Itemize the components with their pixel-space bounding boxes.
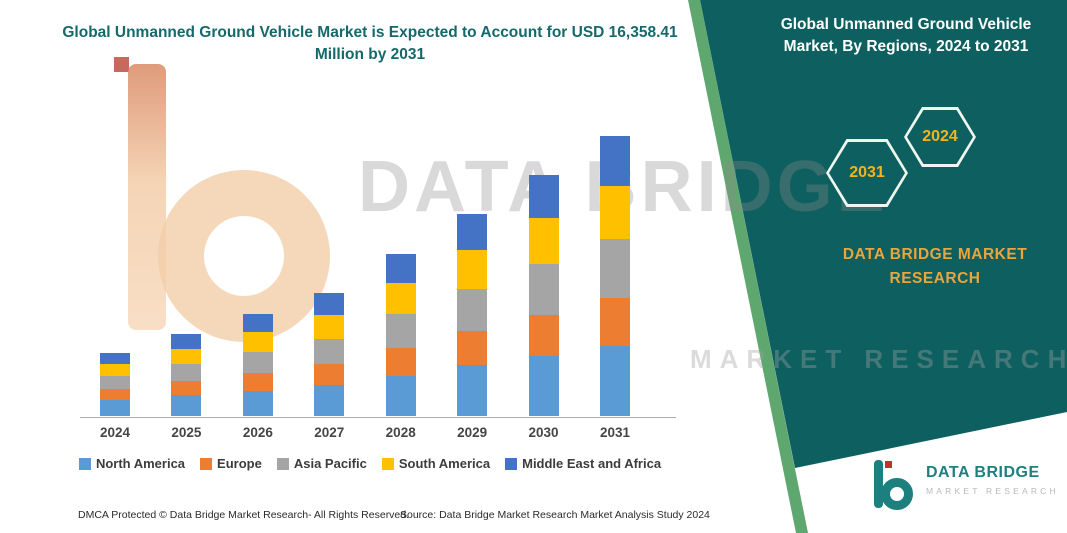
dbmr-logo: DATA BRIDGE MARKET RESEARCH xyxy=(872,458,1059,512)
hexagon-year-label: 2024 xyxy=(907,110,973,164)
brand-name: DATA BRIDGE MARKET RESEARCH xyxy=(842,246,1028,288)
legend-swatch xyxy=(78,457,91,470)
segment-europe xyxy=(385,347,416,376)
legend-swatch xyxy=(505,457,518,470)
segment-europe xyxy=(528,314,559,356)
segment-south-america xyxy=(314,315,345,339)
legend-item: Middle East and Africa xyxy=(505,456,661,471)
x-tick-2030: 2030 xyxy=(528,425,559,440)
legend-label: Asia Pacific xyxy=(293,456,367,471)
x-tick-2027: 2027 xyxy=(314,425,345,440)
hexagon-year-label: 2031 xyxy=(829,142,905,204)
segment-south-america xyxy=(100,363,130,377)
segment-asia-pacific xyxy=(100,376,130,390)
segment-south-america xyxy=(385,283,416,314)
segment-asia-pacific xyxy=(457,288,488,332)
segment-north-america xyxy=(242,390,273,416)
segment-south-america xyxy=(457,250,488,289)
watermark-logo-square-accent xyxy=(114,57,129,72)
segment-north-america xyxy=(528,355,559,416)
logo-icon-square xyxy=(885,461,892,468)
legend-label: South America xyxy=(398,456,491,471)
segment-asia-pacific xyxy=(314,338,345,365)
dmca-text: DMCA Protected © Data Bridge Market Rese… xyxy=(78,509,410,521)
segment-middle-east-and-africa xyxy=(457,213,488,251)
segment-middle-east-and-africa xyxy=(171,333,202,349)
legend-label: Middle East and Africa xyxy=(522,456,662,471)
x-tick-2024: 2024 xyxy=(99,425,131,440)
segment-south-america xyxy=(171,348,202,365)
segment-europe xyxy=(599,298,630,346)
logo-text-block: DATA BRIDGE MARKET RESEARCH xyxy=(926,458,1059,496)
segment-north-america xyxy=(599,345,630,416)
bar-2025 xyxy=(171,333,202,416)
x-tick-2026: 2026 xyxy=(242,425,273,440)
legend-swatch xyxy=(381,457,394,470)
watermark-logo-bar-shape xyxy=(128,64,166,330)
segment-europe xyxy=(457,331,488,366)
ribbon-heading: Global Unmanned Ground Vehicle Market, B… xyxy=(780,16,1032,55)
segment-north-america xyxy=(314,385,345,416)
segment-europe xyxy=(242,373,273,391)
segment-middle-east-and-africa xyxy=(314,293,345,316)
x-axis-line xyxy=(80,417,676,418)
chart-title: Global Unmanned Ground Vehicle Market is… xyxy=(62,24,678,64)
segment-asia-pacific xyxy=(528,264,559,315)
segment-europe xyxy=(171,381,202,396)
legend: North America Europe Asia Pacific South Ame… xyxy=(40,456,700,471)
bar-2028 xyxy=(385,253,416,416)
segment-europe xyxy=(100,389,130,401)
segment-asia-pacific xyxy=(242,351,273,374)
segment-middle-east-and-africa xyxy=(100,352,130,364)
segment-south-america xyxy=(528,218,559,265)
logo-icon-ring xyxy=(881,478,913,510)
legend-label: North America xyxy=(95,456,186,471)
bar-2027 xyxy=(314,293,345,416)
legend-swatch xyxy=(276,457,289,470)
x-tick-2031: 2031 xyxy=(599,425,630,440)
dbmr-logo-icon xyxy=(872,458,918,512)
x-tick-2029: 2029 xyxy=(457,425,488,440)
segment-asia-pacific xyxy=(385,313,416,348)
legend-item: North America xyxy=(78,456,186,471)
plot-area xyxy=(100,131,630,416)
x-tick-2028: 2028 xyxy=(385,425,416,440)
segment-north-america xyxy=(100,400,130,416)
segment-middle-east-and-africa xyxy=(528,174,559,219)
watermark-text-marketresearch: MARKET RESEARCH xyxy=(690,344,1067,374)
segment-middle-east-and-africa xyxy=(242,313,273,333)
bar-2030 xyxy=(528,174,559,416)
legend-swatch xyxy=(200,457,213,470)
segment-middle-east-and-africa xyxy=(385,253,416,284)
legend-item: Asia Pacific xyxy=(276,456,367,471)
segment-south-america xyxy=(242,332,273,352)
logo-subtitle: MARKET RESEARCH xyxy=(926,486,1059,496)
segment-south-america xyxy=(599,186,630,240)
segment-middle-east-and-africa xyxy=(599,135,630,187)
legend-item: South America xyxy=(381,456,491,471)
bar-2024 xyxy=(100,352,130,416)
bar-2026 xyxy=(242,313,273,416)
x-tick-2025: 2025 xyxy=(171,425,202,440)
source-text: Source: Data Bridge Market Research Mark… xyxy=(400,509,710,521)
segment-north-america xyxy=(457,365,488,416)
segment-asia-pacific xyxy=(599,239,630,299)
logo-name: DATA BRIDGE xyxy=(926,464,1040,481)
x-axis-labels: 2024 2025 2026 2027 2028 2029 2030 2031 xyxy=(100,425,630,440)
legend-item: Europe xyxy=(200,456,262,471)
segment-north-america xyxy=(171,395,202,416)
segment-asia-pacific xyxy=(171,364,202,382)
bar-2029 xyxy=(457,213,488,416)
hexagon-2031: 2031 xyxy=(826,139,908,207)
legend-label: Europe xyxy=(217,456,262,471)
bar-2031 xyxy=(599,135,630,416)
segment-europe xyxy=(314,364,345,386)
segment-north-america xyxy=(385,375,416,416)
hexagon-2024: 2024 xyxy=(904,107,976,167)
logo-icon-bar xyxy=(874,460,883,508)
